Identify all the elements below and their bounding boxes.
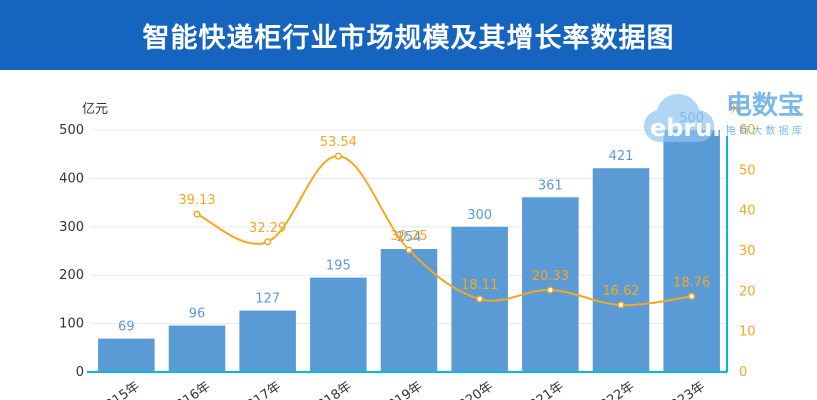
line-series: 39.13 32.29 53.54 30.25 18.11 20.33 16.62 18.76 xyxy=(178,135,710,309)
line-value-label: 18.11 xyxy=(461,278,498,293)
cloud-icon xyxy=(644,94,714,142)
y-left-tick-label: 0 xyxy=(76,365,84,380)
line-value-label: 39.13 xyxy=(178,193,215,208)
line-point xyxy=(476,295,484,303)
growth-line xyxy=(196,155,692,307)
bar-value-label: 96 xyxy=(189,307,206,322)
bar xyxy=(663,130,720,372)
watermark-logo-text: ebrun xyxy=(650,114,729,142)
x-tick-label: 2023年 xyxy=(662,379,708,400)
x-tick-label: 2022年 xyxy=(591,379,637,400)
x-tick-label: 2015年 xyxy=(96,379,142,400)
watermark: ebrun 电数宝 电 商 大 数 据 库 xyxy=(644,90,804,142)
line-value-label: 18.76 xyxy=(673,275,710,290)
line-value-label: 53.54 xyxy=(320,135,357,150)
watermark-subtitle: 电 商 大 数 据 库 xyxy=(726,124,802,137)
line-point xyxy=(688,292,696,300)
x-tick-label: 2021年 xyxy=(520,379,566,400)
line-value-label: 20.33 xyxy=(532,269,569,284)
line-point xyxy=(264,238,272,246)
y-left-tick-label: 100 xyxy=(59,317,84,332)
bar-value-label: 127 xyxy=(255,292,280,307)
line-point xyxy=(546,286,554,294)
bar xyxy=(592,168,650,372)
watermark-brand: 电数宝 xyxy=(726,90,804,121)
y-left-tick-label: 200 xyxy=(59,268,84,283)
y-left-axis-label: 亿元 xyxy=(82,102,108,117)
bar xyxy=(168,325,226,372)
page-title: 智能快递柜行业市场规模及其增长率数据图 xyxy=(142,22,675,54)
y-right-tick-label: 30 xyxy=(739,244,756,259)
line-point xyxy=(617,301,625,309)
line-value-label: 30.25 xyxy=(390,229,427,244)
bar-value-label: 69 xyxy=(118,320,135,335)
bar xyxy=(98,338,155,372)
bar xyxy=(239,310,296,372)
title-banner: 智能快递柜行业市场规模及其增长率数据图 xyxy=(0,0,817,70)
bar xyxy=(522,197,579,372)
y-right-tick-label: 60 xyxy=(739,123,756,138)
y-right-tick-label: 10 xyxy=(739,325,756,340)
line-value-label: 32.29 xyxy=(249,221,286,236)
bar xyxy=(380,249,438,372)
line-point xyxy=(334,152,342,160)
line-value-label: 16.62 xyxy=(602,284,639,299)
bar-series xyxy=(98,130,720,372)
y-right-tick-label: 50 xyxy=(739,163,756,178)
y-left-tick-label: 400 xyxy=(59,171,84,186)
bar-value-label: 300 xyxy=(467,208,492,223)
bar-value-label: 361 xyxy=(538,178,563,193)
x-tick-label: 2017年 xyxy=(238,379,284,400)
x-tick-label: 2016年 xyxy=(167,379,213,400)
x-tick-label: 2018年 xyxy=(308,379,354,400)
y-right-axis-label: % xyxy=(729,102,741,117)
y-right-tick-label: 20 xyxy=(739,284,756,299)
x-tick-label: 2019年 xyxy=(379,379,425,400)
y-left-tick-label: 300 xyxy=(59,220,84,235)
y-left-tick-label: 500 xyxy=(59,123,84,138)
bar xyxy=(310,277,367,372)
y-right-tick-label: 40 xyxy=(739,204,756,219)
x-tick-label: 2020年 xyxy=(450,379,496,400)
line-point xyxy=(193,210,201,218)
y-right-tick-label: 0 xyxy=(739,365,747,380)
bar-value-label: 421 xyxy=(609,149,634,164)
bar-value-label: 195 xyxy=(326,259,351,274)
line-point xyxy=(405,246,413,254)
